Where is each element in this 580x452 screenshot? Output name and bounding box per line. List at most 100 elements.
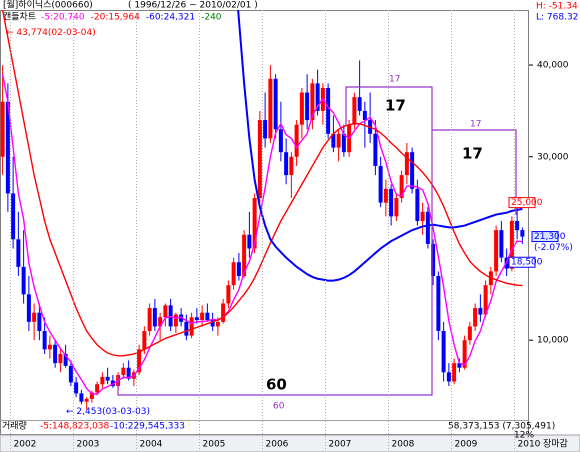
- legend-entry: -240: [201, 13, 222, 23]
- price-marker: [508, 256, 536, 268]
- candle-body: [509, 220, 514, 269]
- candle-body: [142, 331, 147, 350]
- candle-body: [147, 308, 152, 332]
- period-box: [345, 86, 433, 380]
- candle-body: [63, 353, 68, 366]
- candle-body: [373, 133, 378, 166]
- candle-body: [210, 320, 215, 327]
- candle-body: [420, 211, 425, 221]
- x-tick-label: 2010: [518, 440, 541, 450]
- candle-body: [184, 321, 189, 336]
- candle-body: [74, 382, 79, 394]
- x-tick-label: 2007: [329, 440, 352, 450]
- price-marker-label: 25,000: [511, 198, 543, 208]
- candle-body: [263, 120, 268, 139]
- candle-body: [89, 392, 94, 399]
- candle-body: [257, 120, 262, 199]
- price-marker-label: 21,300: [534, 232, 566, 242]
- candle-body: [173, 314, 178, 327]
- ma-line: [1, 10, 523, 357]
- candle-body: [278, 129, 283, 153]
- candle-body: [399, 175, 404, 199]
- annotation: 17: [389, 75, 400, 85]
- price-marker: [508, 197, 536, 209]
- volume-last: 58,373,153 (7,305,491): [448, 422, 555, 432]
- candle-body: [478, 308, 483, 315]
- y-tick-label: 40,000: [537, 61, 569, 71]
- candle-body: [415, 188, 420, 221]
- low-stat: L: 768.32: [536, 13, 578, 23]
- annotation: 60: [273, 402, 285, 412]
- candle-body: [441, 331, 446, 373]
- candle-body: [284, 152, 289, 176]
- candle-body: [163, 305, 168, 318]
- candle-body: [158, 317, 163, 327]
- candle-body: [252, 198, 257, 249]
- chart-period: ( 1996/12/26 ~ 2010/02/01 ): [128, 1, 258, 11]
- candle-body: [341, 133, 346, 153]
- candle-body: [383, 188, 388, 203]
- volume-ratio: 12%: [514, 431, 534, 441]
- x-tick-label: 2009: [455, 440, 478, 450]
- candle-body: [336, 133, 341, 148]
- annotation: 17: [462, 145, 483, 163]
- candle-body: [236, 262, 241, 276]
- high-stat: H: -51.34: [536, 2, 578, 12]
- candle-body: [68, 365, 73, 383]
- candle-body: [294, 124, 299, 157]
- candle-body: [473, 308, 478, 327]
- candle-body: [32, 312, 37, 322]
- y-tick-label: 10,000: [537, 336, 569, 346]
- candle-body: [168, 305, 173, 327]
- extreme-label: ← 43,774(02-03-04): [6, 28, 96, 38]
- candle-body: [221, 303, 226, 322]
- candle-body: [452, 363, 457, 382]
- price-marker-label: 18,500: [511, 258, 543, 268]
- candle-body: [410, 152, 415, 189]
- candle-body: [394, 198, 399, 217]
- x-tick-label: 2006: [266, 440, 289, 450]
- candle-body: [79, 393, 84, 402]
- candle-body: [357, 97, 362, 111]
- candle-body: [11, 193, 16, 240]
- plot: [0, 10, 525, 410]
- candle-body: [268, 78, 273, 139]
- candle-body: [242, 234, 247, 276]
- candle-body: [95, 384, 100, 393]
- candle-body: [404, 152, 409, 176]
- period-box: [432, 129, 517, 215]
- legend-entry: -5:20,740: [41, 13, 85, 23]
- candle-body: [231, 262, 236, 286]
- candle-body: [215, 321, 220, 327]
- candle-body: [194, 317, 199, 321]
- candle-body: [126, 367, 131, 379]
- x-tick-label: 2004: [140, 440, 163, 450]
- x-tick-label: 2008: [392, 440, 415, 450]
- candle-body: [315, 83, 320, 111]
- period-box: [117, 375, 433, 396]
- candle-body: [389, 188, 394, 217]
- candle-body: [310, 83, 315, 121]
- candle-body: [247, 234, 252, 249]
- candle-body: [462, 340, 467, 368]
- candle-body: [26, 294, 31, 322]
- candle-body: [446, 372, 451, 382]
- x-tick-label: 2002: [14, 440, 37, 450]
- candle-body: [179, 314, 184, 322]
- x-tick-label: 2003: [77, 440, 100, 450]
- candle-body: [37, 312, 42, 332]
- candle-body: [42, 331, 47, 350]
- candle-body: [299, 92, 304, 125]
- price-marker: [531, 231, 559, 243]
- legend-entry: -20:15,964: [91, 13, 140, 23]
- period-boxes: [117, 86, 517, 396]
- volume-ma: -5:148,823,038: [40, 422, 110, 432]
- candle-body: [200, 312, 205, 321]
- candle-body: [226, 285, 231, 304]
- candle-body: [289, 156, 294, 176]
- annotation: 17: [470, 120, 481, 130]
- candle-body: [53, 344, 58, 364]
